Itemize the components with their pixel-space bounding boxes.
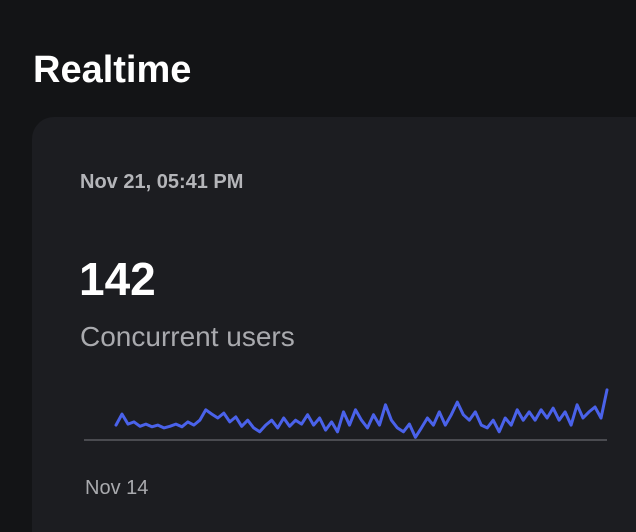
sparkline — [114, 388, 609, 439]
metric-label: Concurrent users — [80, 321, 295, 352]
metric-value: 142 — [79, 253, 156, 305]
timestamp: Nov 21, 05:41 PM — [80, 171, 243, 193]
page-title: Realtime — [33, 49, 191, 91]
x-start-label: Nov 14 — [85, 477, 148, 499]
